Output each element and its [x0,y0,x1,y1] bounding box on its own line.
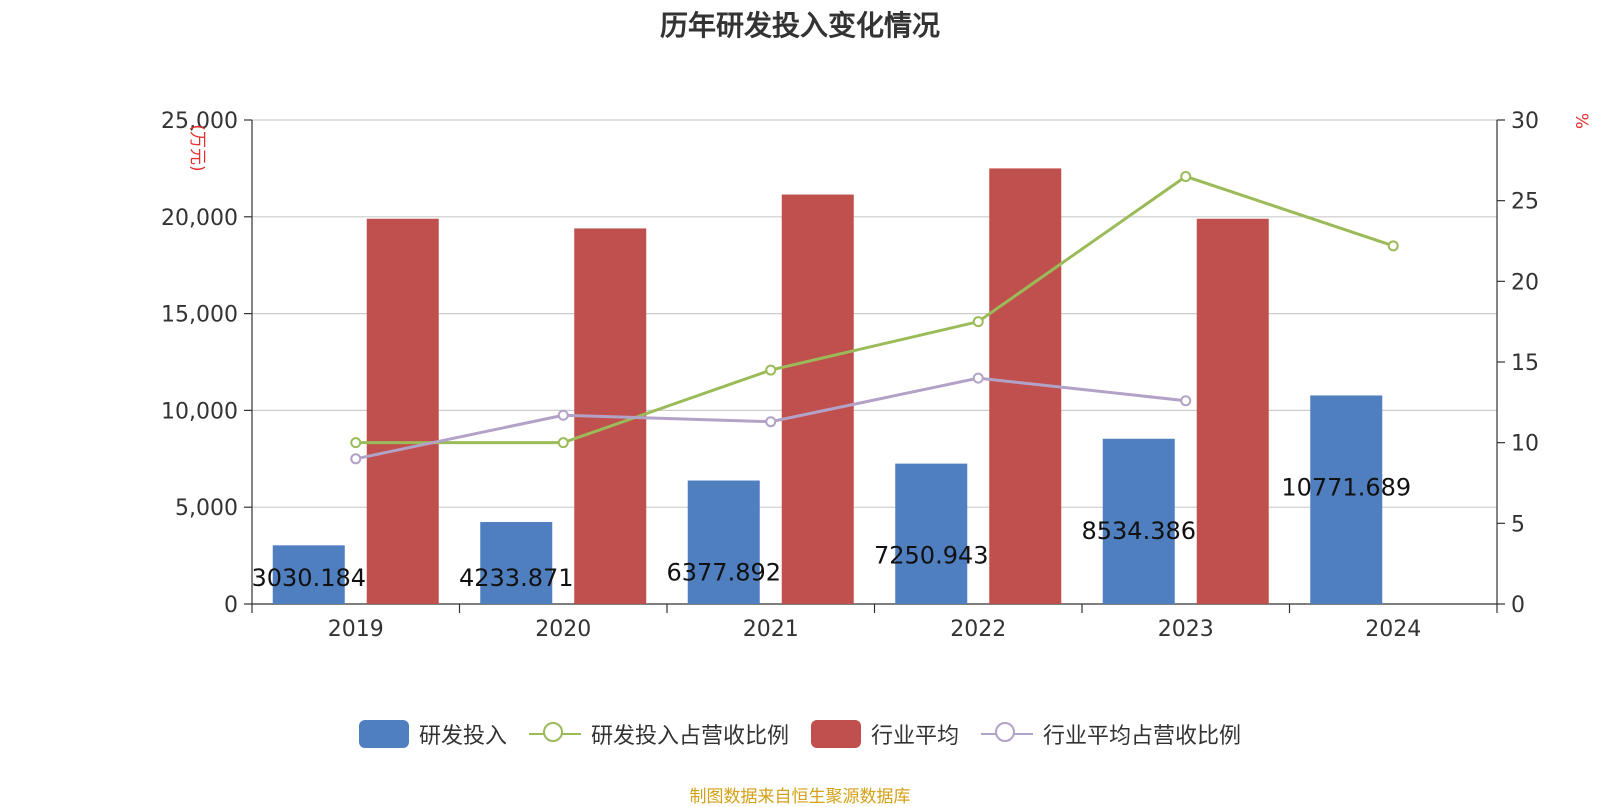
point-industry-ratio [557,409,569,421]
y-right-tick-label: 25 [1511,190,1539,215]
x-tick-label: 2024 [1365,617,1421,642]
legend-label-rd-investment: 研发投入 [418,724,507,749]
bar-rd-investment [895,463,968,604]
point-industry-ratio [972,372,984,384]
y-right-tick-label: 30 [1511,109,1539,134]
legend-label-industry-average: 行业平均 [871,724,960,749]
bar-rd-investment [1102,438,1175,604]
y-right-tick-label: 15 [1511,351,1539,376]
y-left-axis-label: (万元) [187,124,207,171]
y-right-tick-label: 10 [1511,432,1539,457]
point-industry-ratio [350,453,362,465]
legend-item-rd-ratio[interactable]: 研发投入占营收比例 [528,718,789,750]
y-right-tick-label: 0 [1511,593,1525,618]
point-rd-ratio [972,316,984,328]
point-rd-ratio [350,437,362,449]
legend-label-rd-ratio: 研发投入占营收比例 [590,724,789,749]
point-industry-ratio [1180,395,1192,407]
point-rd-ratio [557,437,569,449]
x-tick-label: 2023 [1158,617,1214,642]
x-tick-label: 2020 [535,617,591,642]
x-tick-label: 2019 [328,617,384,642]
bar-rd-investment [480,522,553,604]
source-note: 制图数据来自恒生聚源数据库 [689,787,911,807]
data-label-rd-investment: 4233.871 [459,564,574,592]
legend-swatch-rd-ratio [528,720,581,748]
point-rd-ratio [765,364,777,376]
bar-rd-investment [272,545,345,604]
data-label-rd-investment: 6377.892 [666,559,781,587]
legend-swatch-industry-ratio [981,720,1034,748]
bar-rd-investment [687,480,760,604]
y-right-tick-label: 20 [1511,270,1539,295]
y-left-tick-label: 25,000 [161,109,238,134]
legend-swatch-rd-investment [358,720,409,748]
data-label-rd-investment: 8534.386 [1081,517,1196,545]
point-rd-ratio [1180,170,1192,182]
data-label-rd-investment: 10771.689 [1281,473,1411,501]
data-label-rd-investment: 7250.943 [874,542,989,570]
bar-rd-investment [1310,395,1383,604]
y-left-tick-label: 15,000 [161,303,238,328]
point-rd-ratio [1387,240,1399,252]
y-left-tick-label: 10,000 [161,399,238,424]
y-left-tick-label: 20,000 [161,206,238,231]
legend-swatch-industry-average [811,720,861,748]
line-rd-ratio [355,174,1394,445]
legend-item-rd-investment[interactable]: 研发投入 [358,718,507,750]
x-tick-label: 2022 [950,617,1006,642]
y-left-tick-label: 5,000 [175,496,238,521]
point-industry-ratio [765,416,777,428]
y-left-tick-label: 0 [224,593,238,618]
bar-industry-average [781,194,854,604]
data-label-rd-investment: 3030.184 [251,564,366,592]
legend-item-industry-ratio[interactable]: 行业平均占营收比例 [981,718,1241,750]
y-right-tick-label: 5 [1511,512,1525,537]
legend: 研发投入 研发投入占营收比例 行业平均 行业平均占营收比例 [0,718,1600,750]
legend-label-industry-ratio: 行业平均占营收比例 [1043,724,1242,749]
x-tick-label: 2021 [743,617,799,642]
legend-item-industry-average[interactable]: 行业平均 [811,718,959,750]
chart-title: 历年研发投入变化情况 [659,9,940,42]
bar-industry-average [1196,218,1269,604]
y-right-axis-label: % [1571,113,1591,129]
bar-industry-average [366,218,439,604]
